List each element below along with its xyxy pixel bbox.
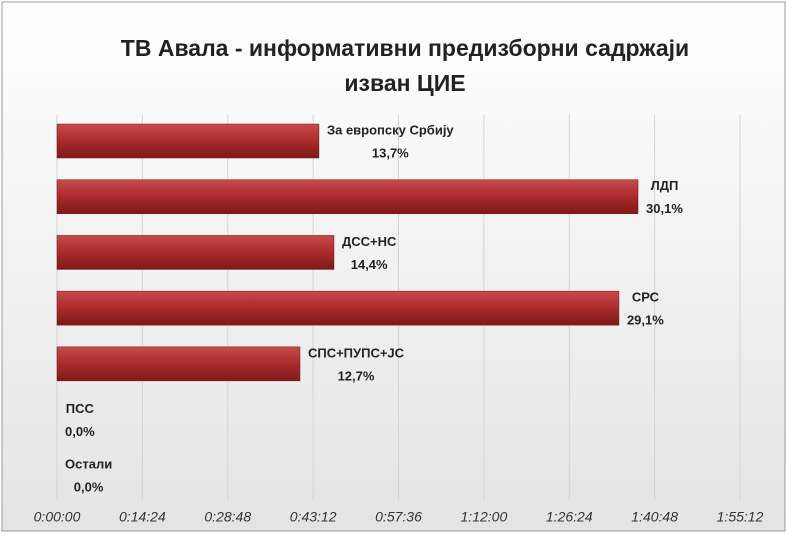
data-label: 13,7% xyxy=(372,145,409,160)
x-tick-label: 0:14:24 xyxy=(119,509,166,525)
data-label: 12,7% xyxy=(338,368,375,383)
bar xyxy=(56,123,320,159)
data-label: 0,0% xyxy=(65,424,95,439)
x-tick-label: 1:55:12 xyxy=(717,509,764,525)
data-label: 29,1% xyxy=(627,313,664,328)
bar xyxy=(56,346,301,382)
x-tick-label: 0:57:36 xyxy=(375,509,422,525)
category-label: ДСС+НС xyxy=(342,234,397,249)
bar xyxy=(56,179,639,214)
x-tick-label: 0:00:00 xyxy=(34,509,81,525)
x-tick-label: 0:43:12 xyxy=(290,509,337,525)
category-label: СПС+ПУПС+ЈС xyxy=(308,345,405,360)
category-label: За европску Србију xyxy=(327,122,454,137)
x-tick-label: 1:12:00 xyxy=(461,509,508,525)
data-label: 0,0% xyxy=(74,480,104,495)
bar xyxy=(56,235,335,270)
data-label: 30,1% xyxy=(646,201,683,216)
category-label: СРС xyxy=(632,290,660,305)
x-tick-label: 1:26:24 xyxy=(546,509,593,525)
chart-title: ТВ Авала - информативни предизборни садр… xyxy=(121,35,689,96)
category-label: Остали xyxy=(65,457,112,472)
category-label: ЛДП xyxy=(651,178,679,193)
bar xyxy=(56,290,620,326)
data-label: 14,4% xyxy=(351,257,388,272)
x-tick-label: 0:28:48 xyxy=(204,509,251,525)
x-tick-label: 1:40:48 xyxy=(631,509,678,525)
category-label: ПСС xyxy=(66,401,95,416)
